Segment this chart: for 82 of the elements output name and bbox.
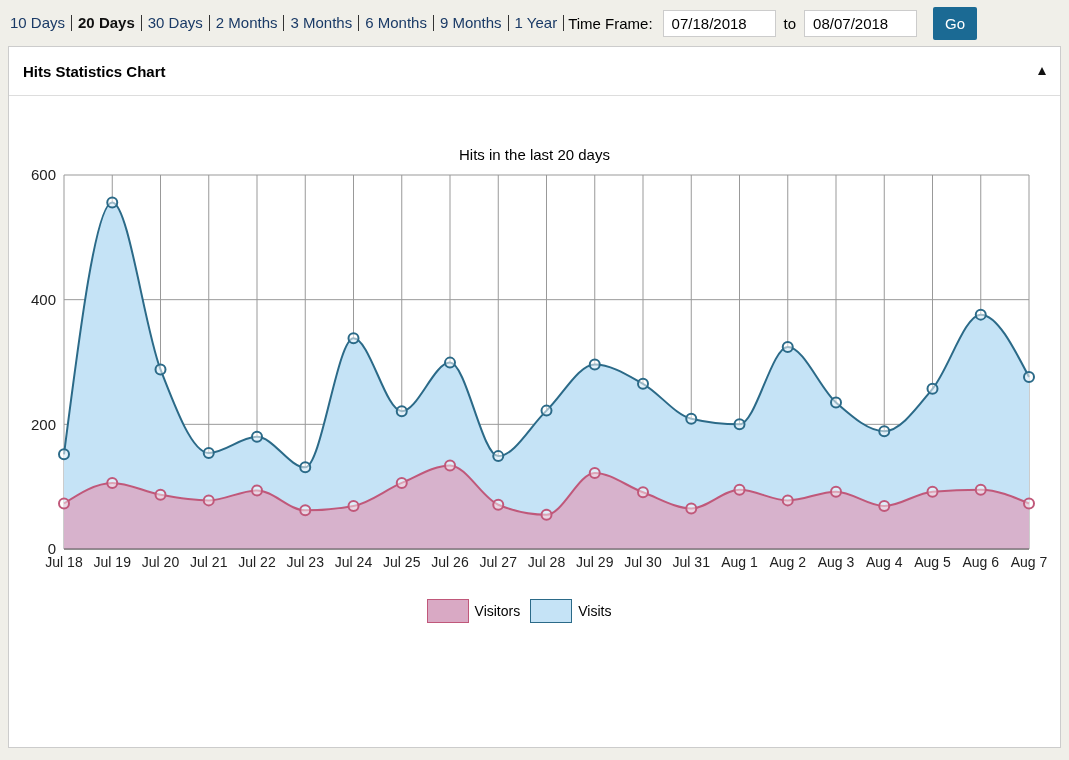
x-tick-label: Jul 28 (527, 553, 566, 570)
point (974, 483, 987, 496)
point (733, 483, 746, 496)
x-tick-label: Jul 19 (93, 553, 132, 570)
text: 2 Months (213, 14, 285, 31)
point (347, 499, 360, 512)
point (588, 358, 601, 371)
point (444, 459, 456, 472)
legend-label: Visitors (473, 602, 521, 621)
x-tick-label: Aug 2 (769, 553, 807, 570)
point (540, 508, 553, 521)
point (781, 494, 794, 507)
x-tick-label: Aug 3 (817, 553, 855, 570)
point (106, 476, 119, 489)
point (492, 450, 505, 463)
point (733, 418, 746, 431)
point (395, 476, 408, 489)
text: 08/07/2018 (804, 9, 918, 37)
point (58, 448, 70, 461)
point (1023, 370, 1035, 383)
point (202, 494, 215, 507)
point (106, 196, 119, 209)
x-tick-label: Aug 5 (914, 553, 951, 570)
x-tick-label: Aug 6 (962, 553, 1000, 570)
point (492, 498, 505, 511)
text: 1 Year (512, 14, 565, 31)
x-tick-label: Aug 7 (1010, 553, 1048, 570)
point (830, 485, 842, 498)
point (154, 363, 167, 376)
x-tick-label: Jul 27 (479, 553, 518, 570)
point (878, 425, 891, 438)
x-tick-label: Jul 23 (286, 553, 325, 570)
point (974, 308, 987, 321)
x-tick-label: Jul 20 (141, 553, 180, 570)
x-tick-label: Jul 29 (576, 553, 614, 570)
y-tick-label: 400 (30, 290, 56, 308)
x-tick-label: Jul 25 (383, 553, 421, 570)
point (685, 502, 698, 515)
point (830, 396, 842, 409)
x-tick-label: Jul 24 (334, 553, 373, 570)
point (299, 461, 312, 474)
text: 07/18/2018 (662, 9, 776, 37)
text: Time Frame: (568, 14, 653, 32)
x-tick-label: Jul 26 (431, 553, 469, 570)
text: Hits Statistics Chart (23, 62, 166, 80)
x-tick-label: Jul 22 (238, 553, 276, 570)
point (637, 486, 649, 499)
text: 6 Months (363, 14, 434, 31)
point (588, 466, 601, 479)
point (299, 504, 312, 517)
y-tick-label: 600 (30, 166, 56, 184)
text: 30 Days (145, 14, 210, 31)
x-tick-label: Aug 4 (865, 553, 903, 570)
point (251, 430, 263, 443)
chart-title: Hits in the last 20 days (458, 146, 611, 163)
x-tick-label: Jul 31 (672, 553, 711, 570)
point (251, 484, 263, 497)
x-tick-label: Aug 1 (721, 553, 758, 570)
text: 10 Days (8, 14, 73, 31)
point (395, 405, 408, 418)
point (347, 332, 360, 345)
point (202, 447, 215, 460)
x-tick-label: Jul 21 (190, 553, 228, 570)
point (685, 412, 698, 425)
point (926, 382, 939, 395)
text: to (783, 14, 797, 32)
point (444, 356, 456, 369)
text: 3 Months (288, 14, 360, 31)
text: Go (933, 6, 978, 40)
point (781, 341, 794, 354)
legend-label: Visits (577, 602, 612, 621)
point (1023, 497, 1035, 510)
point (926, 485, 939, 498)
x-tick-label: Jul 30 (624, 553, 662, 570)
text: 9 Months (437, 14, 509, 31)
point (58, 497, 70, 510)
point (154, 488, 167, 501)
point (637, 377, 649, 390)
y-tick-label: 200 (30, 415, 56, 433)
point (540, 404, 553, 417)
text: 20 Days (76, 14, 142, 31)
point (878, 499, 891, 512)
